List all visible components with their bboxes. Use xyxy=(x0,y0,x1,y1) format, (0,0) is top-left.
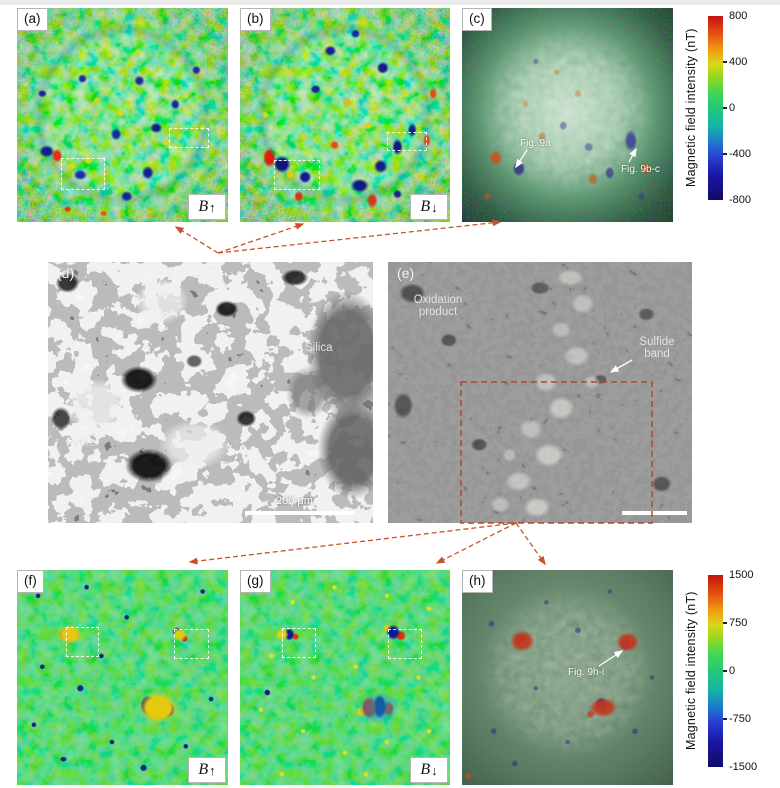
colorbar-bottom-label: Magnetic field intensity (nT) xyxy=(684,591,698,751)
annotation-oxidation-product: Oxidation product xyxy=(413,294,463,318)
tick-mark xyxy=(723,61,727,63)
edge-noise xyxy=(17,8,228,222)
panel-g-magnetic-map-b-down: (g) B ↓ xyxy=(240,570,450,785)
colorbar-tick: -1500 xyxy=(729,761,758,773)
tick-mark xyxy=(723,718,727,720)
scale-bar-text: 200 μm xyxy=(276,495,313,507)
colorbar-tick: 400 xyxy=(729,56,748,68)
panel-e-sem-image: (e) Oxidation product Sulfide band 100 μ… xyxy=(388,262,692,523)
colorbar-tick: 1500 xyxy=(729,569,754,581)
colorbar-tick: 0 xyxy=(729,102,736,114)
tick-mark xyxy=(723,107,727,109)
panel-b-magnetic-map-b-down: (b) B ↓ xyxy=(240,8,450,222)
colorbar-tick: 750 xyxy=(729,617,748,629)
mineral-voids xyxy=(48,262,373,523)
field-direction-label: B ↑ xyxy=(188,757,226,783)
annotation-sulfide-band: Sulfide band xyxy=(639,336,675,360)
roi-dashed-box xyxy=(65,626,100,657)
colorbar-tick: -800 xyxy=(729,194,752,206)
annotation-fig9bc: Fig. 9b-c xyxy=(621,164,660,175)
magnetic-anomaly-blobs xyxy=(17,570,228,785)
down-arrow-icon: ↓ xyxy=(431,199,438,215)
colorbar-top-label: Magnetic field intensity (nT) xyxy=(684,28,698,188)
roi-dashed-box xyxy=(168,127,209,149)
tick-mark xyxy=(723,622,727,624)
panel-label: (a) xyxy=(17,8,48,31)
field-direction-label: B ↓ xyxy=(410,194,448,220)
magnetic-anomaly-blobs xyxy=(240,570,450,785)
tick-mark xyxy=(723,153,727,155)
up-arrow-icon: ↑ xyxy=(209,762,216,778)
down-arrow-icon: ↓ xyxy=(431,762,438,778)
roi-dashed-box xyxy=(273,159,320,190)
panel-f-magnetic-map-b-up: (f) B ↑ xyxy=(17,570,228,785)
annotation-fig9hi: Fig. 9h-i xyxy=(568,667,605,678)
panel-a-magnetic-map-b-up: (a) B ↑ xyxy=(17,8,228,222)
panel-label: (b) xyxy=(240,8,271,31)
panel-label: (e) xyxy=(397,265,415,281)
colorbar-tick: -400 xyxy=(729,148,752,160)
annotation-fig9a: Fig. 9a xyxy=(520,138,551,149)
edge-noise xyxy=(462,8,673,222)
page-edge-strip xyxy=(0,0,780,5)
panel-label: (d) xyxy=(57,265,75,281)
edge-noise xyxy=(240,8,450,222)
up-arrow-icon: ↑ xyxy=(209,199,216,215)
colorbar-top xyxy=(708,16,723,200)
scale-bar xyxy=(622,511,687,515)
panel-label: (g) xyxy=(240,570,271,593)
panel-label: (h) xyxy=(462,570,493,593)
roi-dashed-box xyxy=(387,132,427,152)
overlay-anomaly-blobs xyxy=(462,570,673,785)
field-direction-label: B ↑ xyxy=(188,194,226,220)
annotation-pyrite: Pyrite xyxy=(66,437,96,449)
colorbar-tick: 0 xyxy=(729,665,736,677)
roi-dashed-box xyxy=(61,157,106,190)
annotation-silica: Silica xyxy=(305,342,333,354)
roi-dashed-box xyxy=(388,629,422,660)
panel-d-sem-image: (d) Pyrite Silica 200 μm xyxy=(48,262,373,523)
colorbar-tick: -750 xyxy=(729,713,752,725)
colorbar-bottom xyxy=(708,575,723,767)
scale-bar xyxy=(245,511,355,515)
panel-label: (f) xyxy=(17,570,44,593)
roi-dashed-box xyxy=(282,628,316,658)
panel-c-optical-magnetic-overlay: (c) Fig. 9a Fig. 9b-c xyxy=(462,8,673,222)
roi-dashed-box xyxy=(174,629,209,660)
field-direction-label: B ↓ xyxy=(410,757,448,783)
panel-h-optical-magnetic-overlay: (h) Fig. 9h-i xyxy=(462,570,673,785)
tick-mark xyxy=(723,670,727,672)
panel-label: (c) xyxy=(462,8,492,31)
colorbar-tick: 800 xyxy=(729,10,748,22)
